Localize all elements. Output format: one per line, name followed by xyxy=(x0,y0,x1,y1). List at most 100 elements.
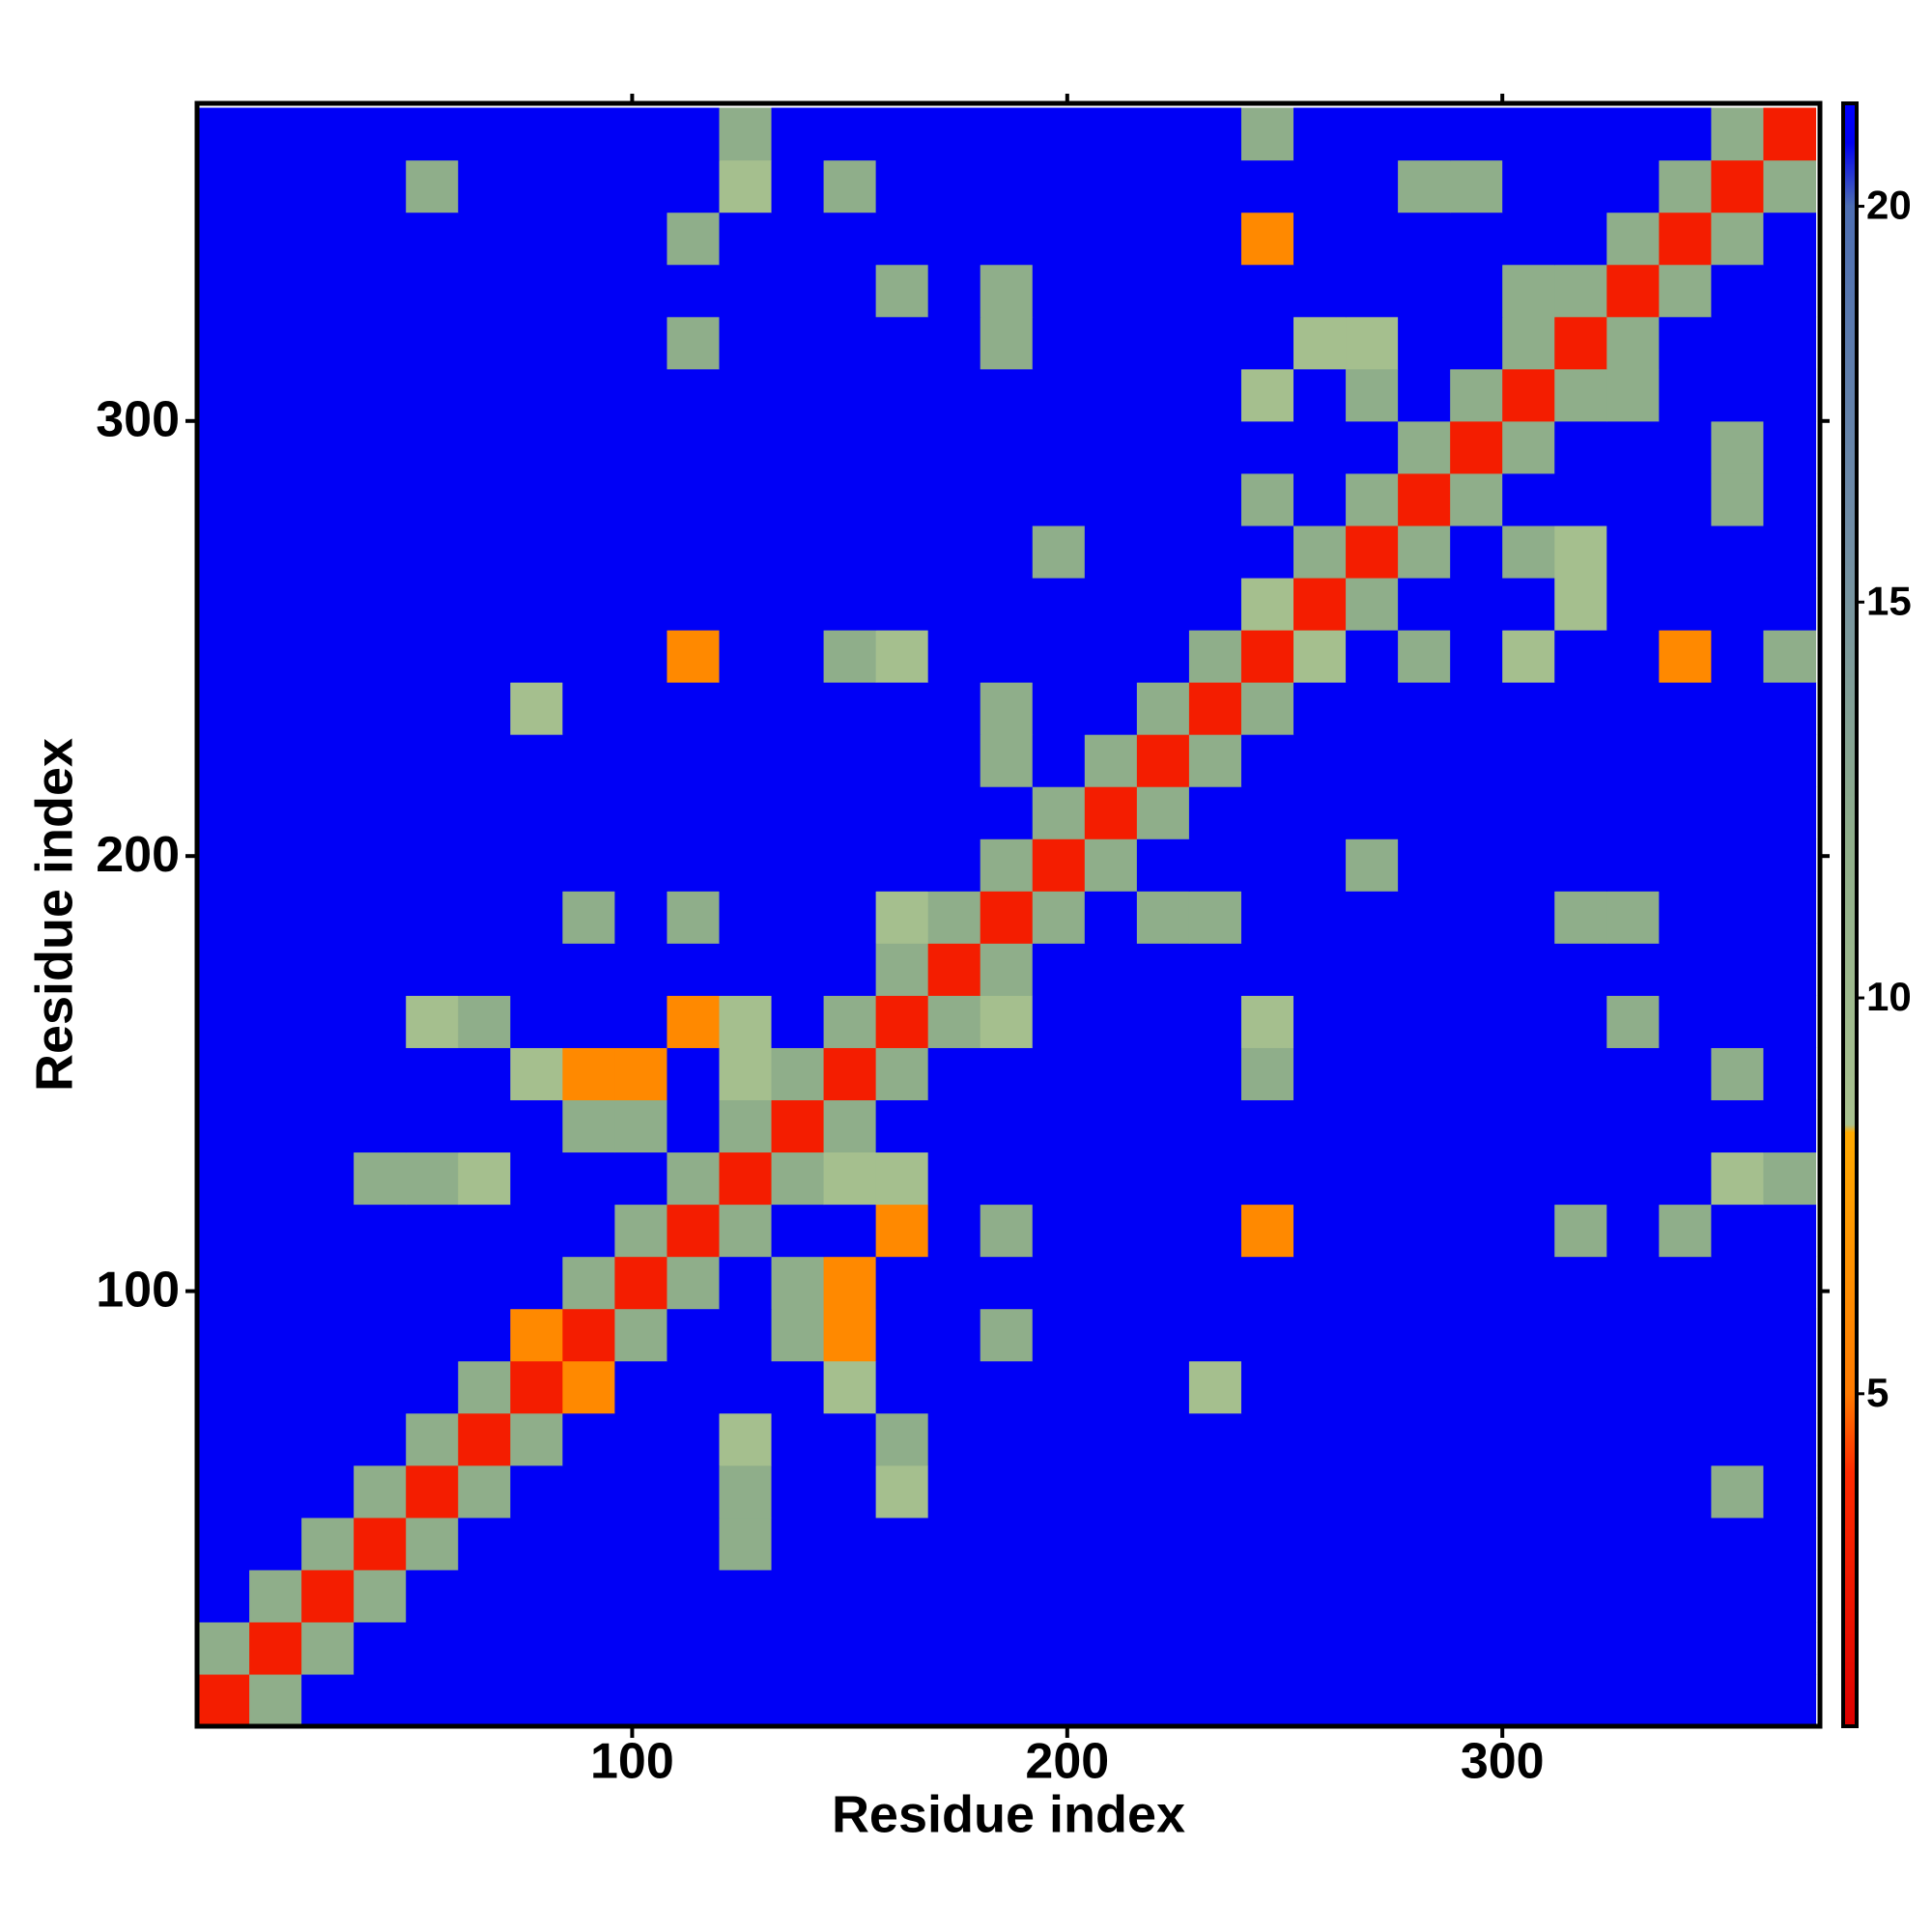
heatmap-cell xyxy=(980,1308,1034,1362)
heatmap-cell xyxy=(562,472,615,526)
heatmap-cell xyxy=(823,1099,877,1153)
heatmap-cell xyxy=(1502,1256,1555,1310)
heatmap-cell xyxy=(1711,368,1765,422)
heatmap-cell xyxy=(1450,1464,1503,1519)
heatmap-cell xyxy=(1554,1151,1607,1206)
heatmap-cell xyxy=(1554,577,1607,631)
heatmap-cell xyxy=(354,786,407,839)
heatmap-cell xyxy=(301,1621,355,1675)
heatmap-cell xyxy=(406,786,459,839)
heatmap-cell xyxy=(301,943,355,996)
heatmap-cell xyxy=(1293,995,1347,1048)
heatmap-cell xyxy=(249,1412,302,1466)
heatmap-cell xyxy=(1554,1621,1607,1675)
heatmap-cell xyxy=(1240,1151,1294,1206)
heatmap-cell xyxy=(1136,943,1190,996)
heatmap-cell xyxy=(510,525,563,579)
heatmap-cell xyxy=(1346,1673,1399,1727)
heatmap-cell xyxy=(771,995,825,1048)
heatmap-cell xyxy=(458,420,511,474)
heatmap-cell xyxy=(1711,1308,1765,1362)
heatmap-cell xyxy=(1188,525,1242,579)
heatmap-cell xyxy=(1240,943,1294,996)
heatmap-cell xyxy=(667,1204,721,1258)
heatmap-cell xyxy=(354,891,407,944)
heatmap-cell xyxy=(458,525,511,579)
heatmap-cell xyxy=(1084,1412,1138,1466)
heatmap-cell xyxy=(1711,1464,1765,1519)
heatmap-cell xyxy=(1398,786,1451,839)
heatmap-cell xyxy=(1293,107,1347,161)
heatmap-cell xyxy=(980,525,1034,579)
heatmap-cell xyxy=(719,1517,773,1571)
heatmap-cell xyxy=(1293,1204,1347,1258)
heatmap-cell xyxy=(354,1151,407,1206)
heatmap-cell xyxy=(1032,734,1086,787)
heatmap-cell xyxy=(1398,891,1451,944)
heatmap-cell xyxy=(875,629,929,683)
heatmap-cell xyxy=(771,734,825,787)
heatmap-cell xyxy=(1188,1464,1242,1519)
heatmap-cell xyxy=(1450,1047,1503,1101)
heatmap-cell xyxy=(301,734,355,787)
heatmap-cell xyxy=(1450,368,1503,422)
heatmap-cell xyxy=(562,1569,615,1623)
heatmap-cell xyxy=(354,1308,407,1362)
heatmap-cell xyxy=(562,1464,615,1519)
heatmap-cell xyxy=(875,420,929,474)
heatmap-cell xyxy=(510,1569,563,1623)
heatmap-cell xyxy=(1188,995,1242,1048)
heatmap-cell xyxy=(1398,212,1451,266)
heatmap-cell xyxy=(1188,212,1242,266)
heatmap-cell xyxy=(510,368,563,422)
heatmap-cell xyxy=(1763,1360,1817,1414)
heatmap-cell xyxy=(1711,1412,1765,1466)
heatmap-cell xyxy=(719,838,773,892)
heatmap-cell xyxy=(249,1204,302,1258)
heatmap-cell xyxy=(1398,1151,1451,1206)
heatmap-cell xyxy=(1606,472,1660,526)
heatmap-cell xyxy=(197,1047,250,1101)
heatmap-cell xyxy=(1450,786,1503,839)
heatmap-cell xyxy=(1711,682,1765,735)
heatmap-cell xyxy=(980,159,1034,213)
heatmap-cell xyxy=(458,577,511,631)
heatmap-cell xyxy=(1188,1621,1242,1675)
heatmap-cell xyxy=(771,316,825,370)
heatmap-cell xyxy=(1398,159,1451,213)
heatmap-cell xyxy=(1346,943,1399,996)
heatmap-cell xyxy=(1346,734,1399,787)
heatmap-cell xyxy=(1240,577,1294,631)
heatmap-cell xyxy=(562,577,615,631)
heatmap-cell xyxy=(927,943,981,996)
heatmap-cell xyxy=(1032,1517,1086,1571)
heatmap-cell xyxy=(1450,264,1503,318)
heatmap-cell xyxy=(1398,264,1451,318)
heatmap-cell xyxy=(510,1308,563,1362)
heatmap-cell xyxy=(771,1047,825,1101)
heatmap-cell xyxy=(249,107,302,161)
heatmap-cell xyxy=(1136,1204,1190,1258)
heatmap-cell xyxy=(1450,472,1503,526)
heatmap-cell xyxy=(823,577,877,631)
heatmap-cell xyxy=(1502,682,1555,735)
heatmap-cell xyxy=(354,1464,407,1519)
heatmap-cell xyxy=(1084,1621,1138,1675)
heatmap-cell xyxy=(1136,368,1190,422)
heatmap-cell xyxy=(406,1569,459,1623)
heatmap-cell xyxy=(927,159,981,213)
heatmap-cell xyxy=(614,786,668,839)
heatmap-cell xyxy=(197,1517,250,1571)
heatmap-cell xyxy=(771,212,825,266)
heatmap-cell xyxy=(1711,316,1765,370)
heatmap-cell xyxy=(510,472,563,526)
axes: 100 200 300 100 200 300 5 10 15 20 xyxy=(96,94,1912,1790)
heatmap-cell xyxy=(1711,420,1765,474)
heatmap-cell xyxy=(1188,734,1242,787)
heatmap-cell xyxy=(823,159,877,213)
heatmap-cell xyxy=(1763,734,1817,787)
heatmap-cell xyxy=(197,1151,250,1206)
heatmap-cell xyxy=(823,264,877,318)
heatmap-cell xyxy=(197,682,250,735)
